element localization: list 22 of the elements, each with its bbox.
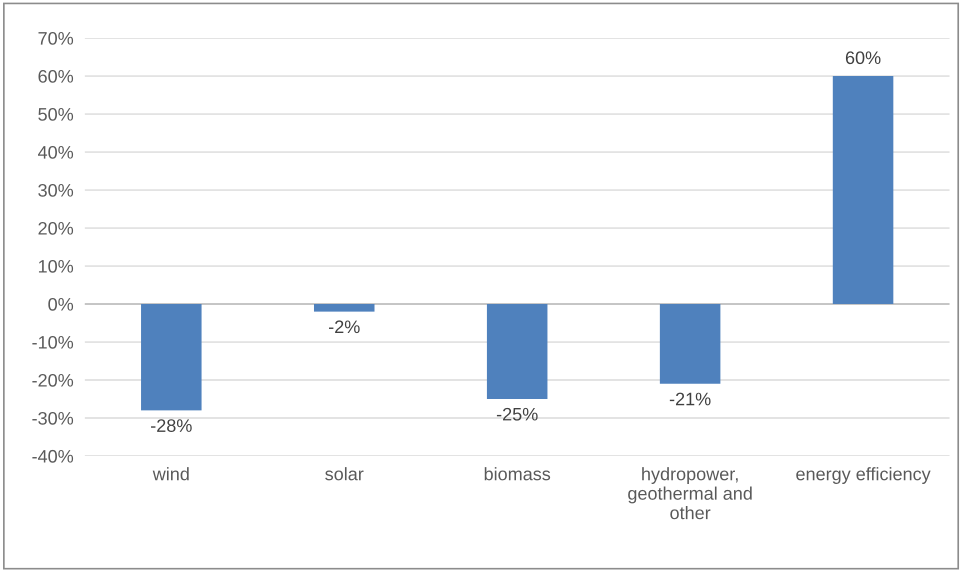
data-label: -2% — [328, 320, 360, 334]
x-tick-label: hydropower, geothermal and other — [628, 467, 752, 520]
y-tick-label: 10% — [38, 260, 74, 273]
y-tick-label: 20% — [38, 222, 74, 235]
data-label: -28% — [151, 419, 192, 432]
y-tick-label: 0% — [48, 298, 74, 311]
x-tick-label: energy efficiency — [796, 467, 931, 484]
x-tick-label: biomass — [484, 467, 550, 480]
x-tick-label: solar — [325, 467, 364, 480]
y-tick-label: 30% — [38, 184, 74, 197]
y-tick-label: 40% — [38, 146, 74, 159]
data-label: -25% — [496, 408, 538, 421]
y-tick-label: 60% — [38, 70, 74, 83]
y-tick-label: -10% — [32, 336, 74, 349]
x-tick-label: wind — [152, 467, 189, 480]
data-label: -21% — [670, 392, 711, 406]
y-tick-label: -30% — [32, 412, 74, 425]
data-label: 60% — [846, 51, 880, 64]
y-tick-label: 70% — [38, 32, 74, 45]
y-tick-label: -40% — [32, 450, 74, 463]
y-tick-label: 50% — [38, 108, 74, 121]
y-tick-label: -20% — [32, 374, 74, 387]
